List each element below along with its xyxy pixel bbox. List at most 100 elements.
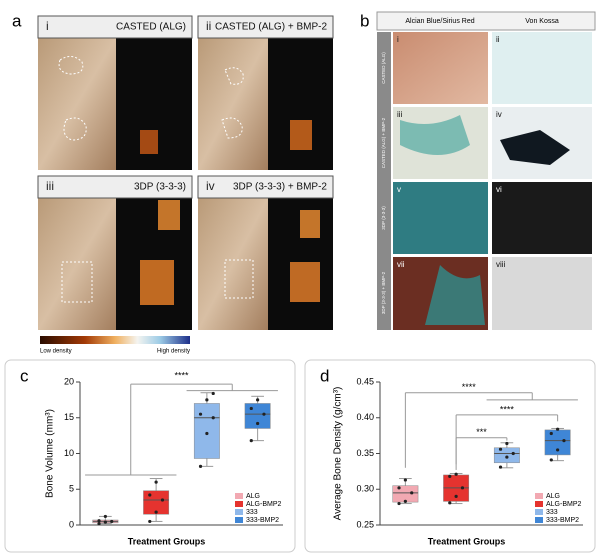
legend-swatch <box>535 509 543 515</box>
y-tick-label: 15 <box>64 412 74 422</box>
data-point <box>262 412 266 416</box>
image-numeral: iii <box>397 110 403 119</box>
panel-letter: c <box>20 366 29 385</box>
data-point <box>205 398 209 402</box>
column-header: Von Kossa <box>525 18 559 25</box>
row-label: CASTED (ALG) + BMP-2 <box>381 117 386 168</box>
image-numeral: i <box>397 35 399 44</box>
data-point <box>498 465 503 469</box>
panel-letter: a <box>12 11 22 30</box>
box <box>392 485 419 503</box>
legend-label: ALG <box>546 493 560 500</box>
data-point <box>148 519 152 524</box>
y-axis-label: Bone Volume (mm³) <box>45 409 56 498</box>
tile-label: CASTED (ALG) <box>116 22 186 33</box>
y-tick-label: 0.40 <box>356 412 374 422</box>
legend-swatch <box>535 517 543 523</box>
data-point <box>160 498 165 502</box>
chart-frame <box>304 359 596 553</box>
data-point <box>249 406 253 411</box>
data-point <box>511 451 515 456</box>
legend-label: ALG-BMP2 <box>546 501 582 508</box>
data-point <box>460 486 465 490</box>
data-point <box>148 493 152 497</box>
y-tick-label: 0.35 <box>356 448 374 458</box>
data-point <box>498 447 503 451</box>
tile-label: 3DP (3-3-3) + BMP-2 <box>233 182 327 193</box>
y-tick-label: 0.45 <box>356 376 374 386</box>
tile-numeral: i <box>46 19 49 33</box>
y-tick-label: 0.30 <box>356 484 374 494</box>
colorbar-label: Low density <box>40 349 72 355</box>
legend-label: ALG-BMP2 <box>246 501 282 508</box>
y-tick-label: 10 <box>64 448 74 458</box>
y-axis-label: Average Bone Density (g/cm³) <box>333 387 344 521</box>
data-point <box>211 391 215 396</box>
significance-label: **** <box>174 371 189 381</box>
row-label: CASTED (ALG) <box>381 52 386 84</box>
row-label: 3DP (3-3-3) + BMP-2 <box>381 271 386 314</box>
histology-grid <box>377 32 592 330</box>
data-point <box>448 474 452 478</box>
data-point <box>103 514 107 519</box>
data-point <box>549 458 553 462</box>
column-header: Alcian Blue/Sirius Red <box>405 18 474 25</box>
data-point <box>110 519 114 524</box>
chart-frame <box>4 359 296 553</box>
box <box>143 490 170 515</box>
colorbar-label: High density <box>157 349 190 355</box>
image-numeral: v <box>397 185 401 194</box>
data-point <box>154 480 158 484</box>
legend-swatch <box>235 501 243 507</box>
legend-label: 333 <box>246 509 258 516</box>
y-tick-label: 5 <box>69 484 74 494</box>
image-numeral: vii <box>397 260 405 269</box>
data-point <box>397 486 401 490</box>
data-point <box>249 439 253 443</box>
data-point <box>505 455 509 459</box>
tile-numeral: iv <box>206 179 215 193</box>
data-point <box>97 519 101 523</box>
y-tick-label: 0 <box>69 519 74 529</box>
tile <box>197 15 334 170</box>
legend-label: ALG <box>246 493 260 500</box>
data-point <box>198 464 203 468</box>
tile-numeral: ii <box>206 19 211 33</box>
data-point <box>211 416 215 420</box>
data-point <box>205 431 209 436</box>
data-point <box>403 499 407 504</box>
data-point <box>256 398 260 402</box>
box <box>193 403 220 459</box>
tile-numeral: iii <box>46 179 54 193</box>
y-tick-label: 0.25 <box>356 519 374 529</box>
tile-label: CASTED (ALG) + BMP-2 <box>215 22 327 33</box>
tile-label: 3DP (3-3-3) <box>134 182 186 193</box>
colorbar <box>40 336 190 344</box>
legend-swatch <box>535 501 543 507</box>
tile <box>197 175 334 330</box>
image-numeral: ii <box>496 35 500 44</box>
legend-swatch <box>235 493 243 499</box>
data-point <box>454 494 458 498</box>
data-point <box>505 441 509 446</box>
legend-label: 333-BMP2 <box>246 517 279 524</box>
box <box>493 447 520 464</box>
data-point <box>556 448 560 452</box>
data-point <box>556 427 560 431</box>
legend-label: 333-BMP2 <box>546 517 579 524</box>
x-axis-label: Treatment Groups <box>128 536 206 546</box>
significance-label: **** <box>462 382 477 392</box>
tile <box>37 15 193 170</box>
header-bar <box>376 11 596 31</box>
data-point <box>198 412 203 416</box>
data-point <box>454 472 458 476</box>
data-point <box>448 501 452 505</box>
data-point <box>549 431 553 436</box>
image-numeral: vi <box>496 185 502 194</box>
image-numeral: iv <box>496 110 502 119</box>
legend-swatch <box>535 493 543 499</box>
legend-swatch <box>235 509 243 515</box>
panel-letter: d <box>320 366 329 385</box>
